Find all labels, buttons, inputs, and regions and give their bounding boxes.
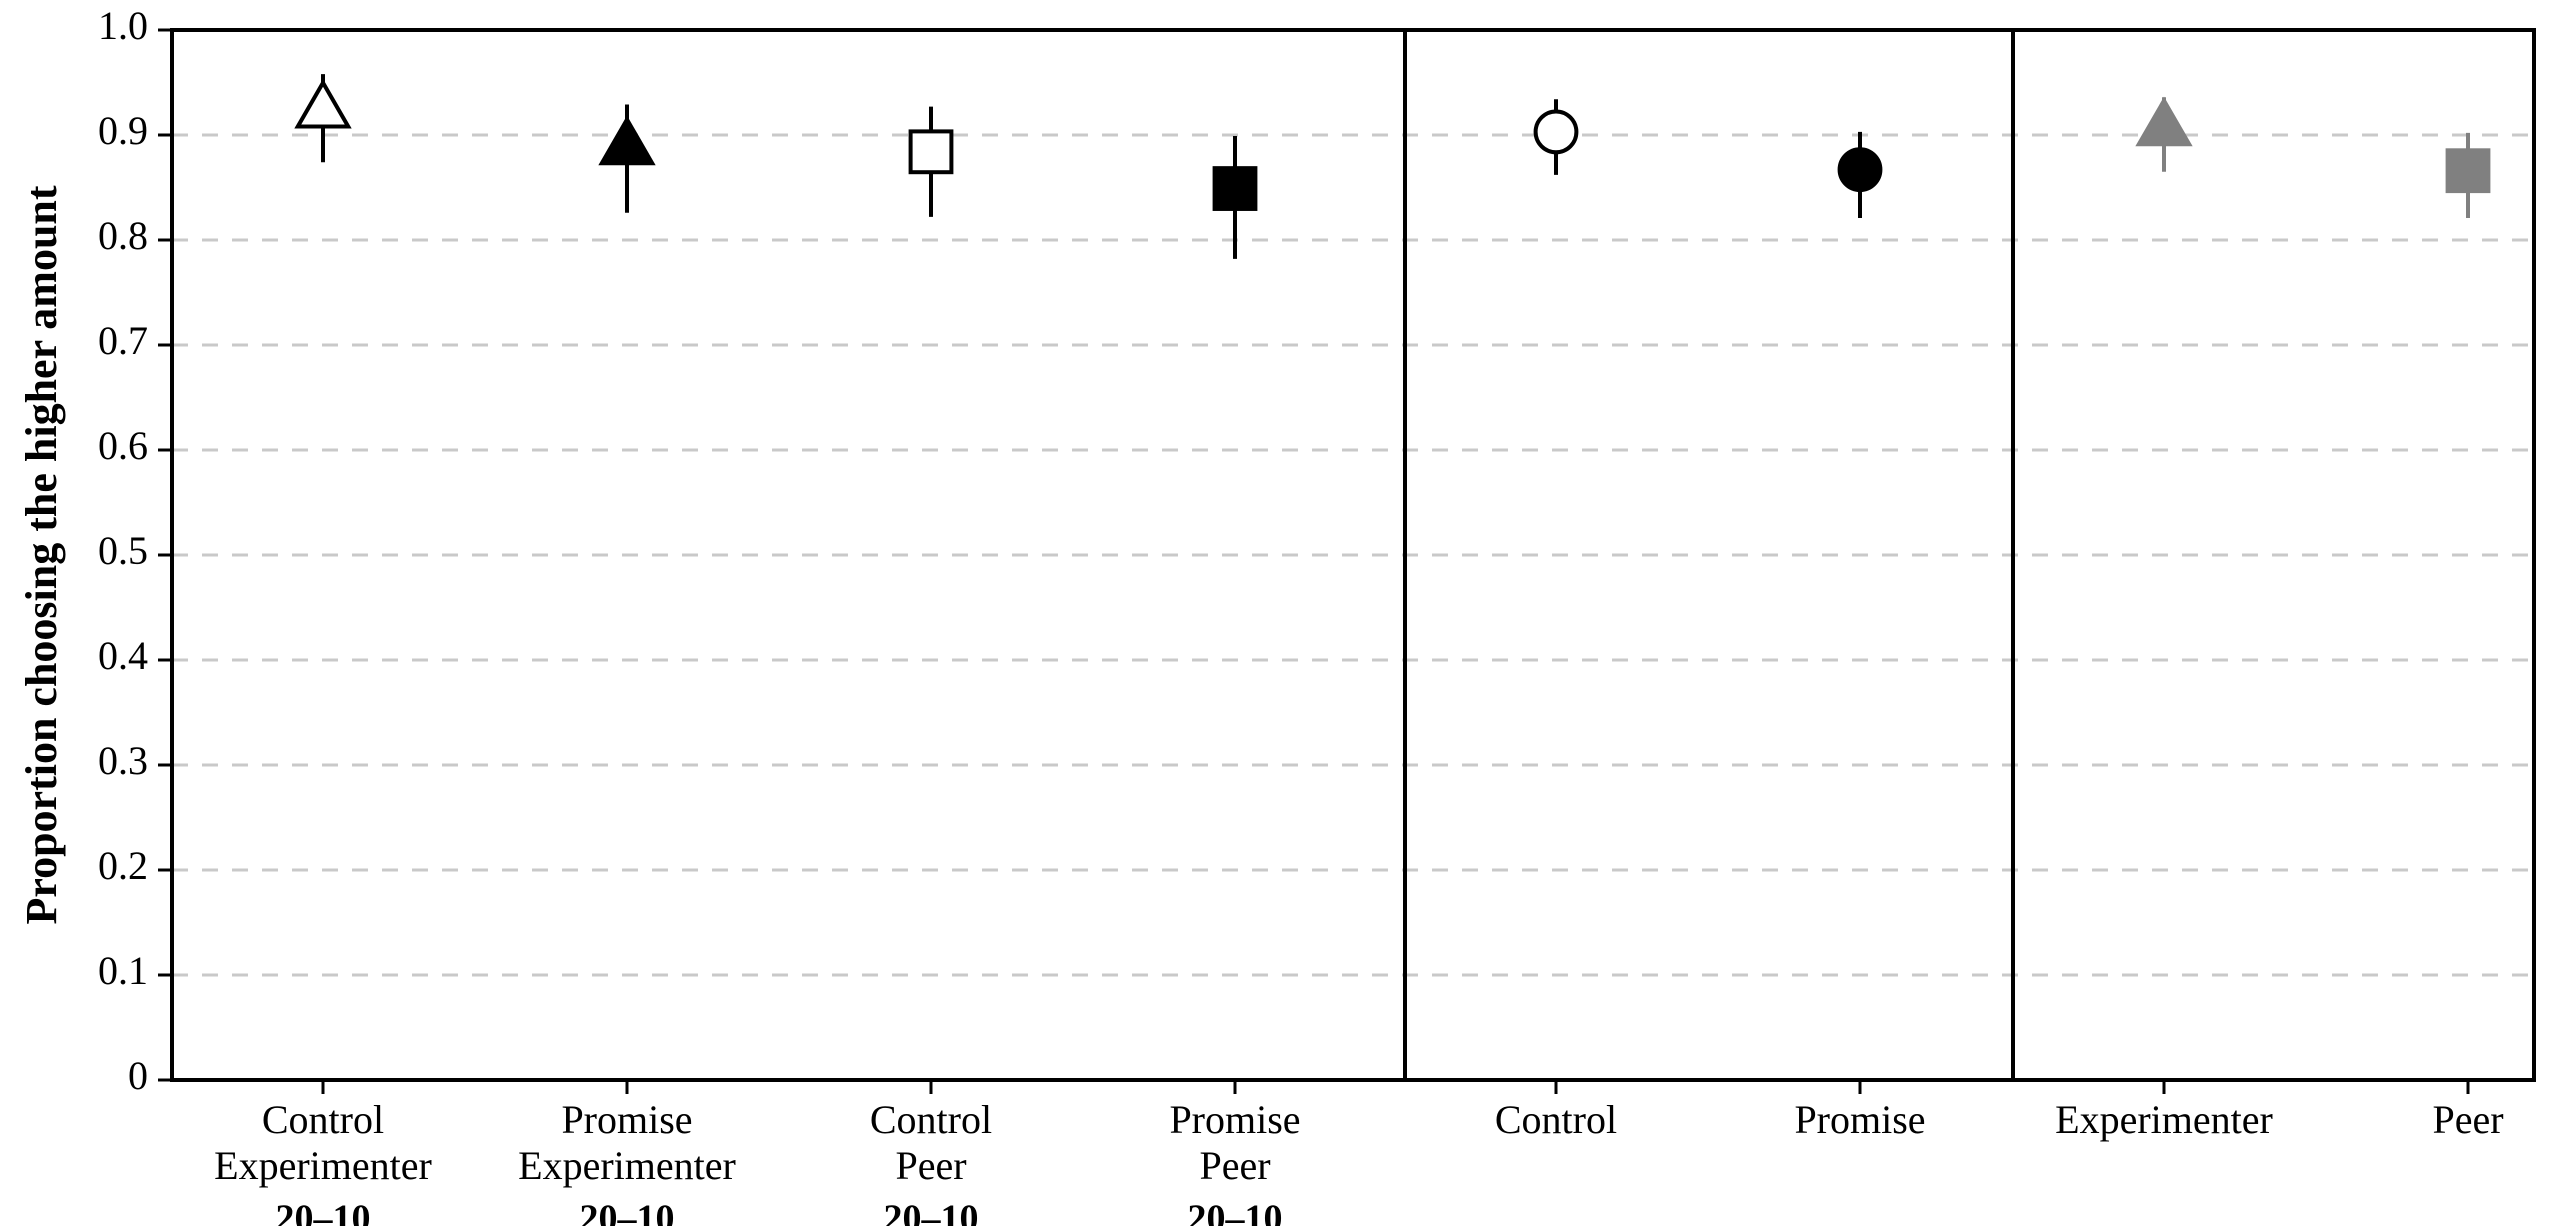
- svg-text:0.9: 0.9: [98, 108, 148, 153]
- svg-text:Experimenter: Experimenter: [518, 1143, 736, 1188]
- svg-text:Control: Control: [870, 1097, 992, 1142]
- svg-text:20–10: 20–10: [884, 1197, 979, 1226]
- svg-text:Experimenter: Experimenter: [2055, 1097, 2273, 1142]
- svg-text:0.6: 0.6: [98, 423, 148, 468]
- svg-text:20–10: 20–10: [276, 1197, 371, 1226]
- svg-text:0.2: 0.2: [98, 843, 148, 888]
- svg-text:Peer: Peer: [895, 1143, 966, 1188]
- svg-text:Peer: Peer: [1199, 1143, 1270, 1188]
- svg-text:Promise: Promise: [561, 1097, 692, 1142]
- svg-text:Control: Control: [262, 1097, 384, 1142]
- svg-text:20–10: 20–10: [580, 1197, 675, 1226]
- svg-text:Peer: Peer: [2432, 1097, 2503, 1142]
- svg-text:Experimenter: Experimenter: [214, 1143, 432, 1188]
- chart-container: 0 0.1 0.2 0.3 0.4 0.5 0.6 0.7 0.8 0.9 1.0 Proportio…: [0, 0, 2560, 1226]
- svg-text:0.7: 0.7: [98, 318, 148, 363]
- proportion-chart: 0 0.1 0.2 0.3 0.4 0.5 0.6 0.7 0.8 0.9 1.0 Proportio…: [0, 0, 2560, 1226]
- svg-text:Control: Control: [1495, 1097, 1617, 1142]
- svg-text:0.8: 0.8: [98, 213, 148, 258]
- svg-text:Promise: Promise: [1794, 1097, 1925, 1142]
- svg-text:20–10: 20–10: [1188, 1197, 1283, 1226]
- svg-text:0.3: 0.3: [98, 738, 148, 783]
- svg-text:0.1: 0.1: [98, 948, 148, 993]
- svg-text:1.0: 1.0: [98, 3, 148, 48]
- svg-text:0.5: 0.5: [98, 528, 148, 573]
- svg-text:0.4: 0.4: [98, 633, 148, 678]
- svg-text:0: 0: [128, 1053, 148, 1098]
- svg-text:Proportion choosing the higher: Proportion choosing the higher amount: [17, 185, 66, 924]
- svg-text:Promise: Promise: [1169, 1097, 1300, 1142]
